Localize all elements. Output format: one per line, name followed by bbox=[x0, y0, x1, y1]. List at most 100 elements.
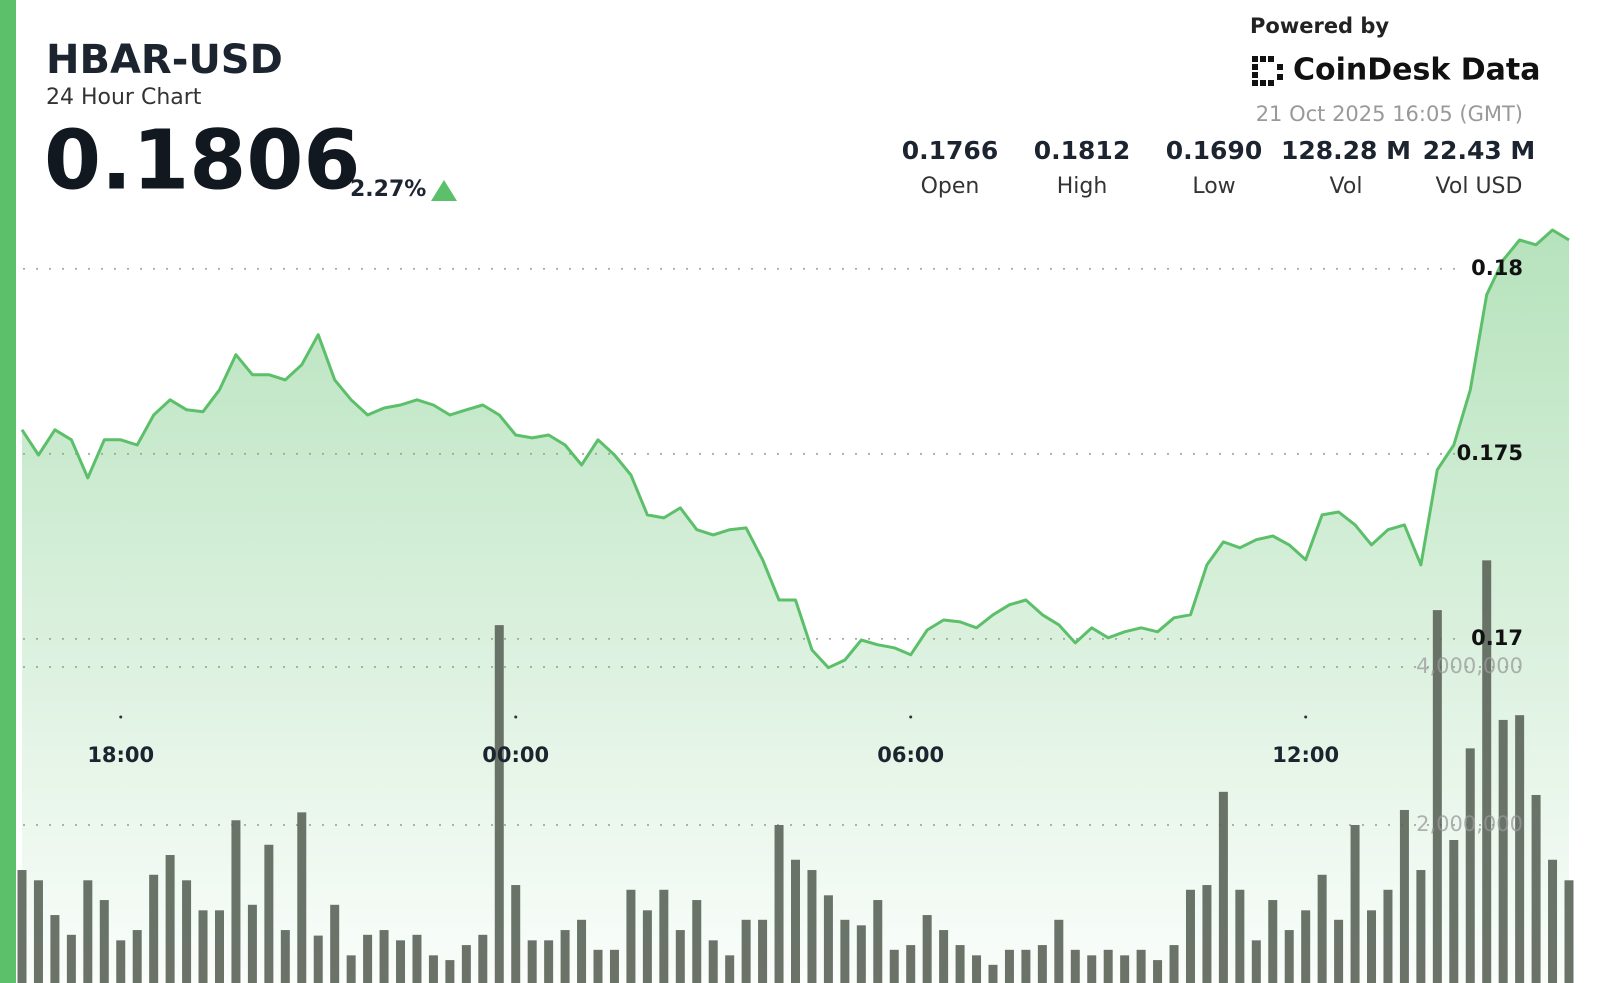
volume-bar bbox=[609, 949, 619, 983]
volume-bar bbox=[379, 930, 389, 983]
volume-bar bbox=[889, 949, 899, 983]
volume-bar bbox=[116, 940, 126, 983]
volume-bar bbox=[1054, 919, 1064, 983]
stat-value: 0.1766 bbox=[902, 136, 998, 165]
volume-bar bbox=[478, 934, 488, 983]
volume-bar bbox=[840, 919, 850, 983]
volume-bar bbox=[1449, 840, 1459, 983]
volume-bar bbox=[264, 844, 274, 983]
volume-bar bbox=[280, 930, 290, 983]
volume-bar bbox=[231, 820, 241, 983]
volume-bar bbox=[1070, 949, 1080, 983]
volume-bar bbox=[856, 925, 866, 983]
volume-bar bbox=[1548, 859, 1558, 983]
volume-bar bbox=[1531, 794, 1541, 983]
symbol-title: HBAR-USD bbox=[46, 37, 283, 83]
volume-bar bbox=[1021, 949, 1031, 983]
stat-value: 22.43 M bbox=[1423, 136, 1536, 165]
volume-bar bbox=[1120, 955, 1130, 983]
volume-bar bbox=[412, 934, 422, 983]
stat-value: 128.28 M bbox=[1281, 136, 1411, 165]
volume-bar bbox=[1515, 715, 1525, 983]
volume-bar bbox=[1268, 900, 1278, 983]
price-line bbox=[20, 228, 1570, 670]
stat-label: Low bbox=[1192, 174, 1235, 199]
stat-value: 0.1690 bbox=[1166, 136, 1262, 165]
volume-bar bbox=[1037, 945, 1047, 983]
volume-bar bbox=[1185, 889, 1195, 983]
volume-bar bbox=[17, 870, 27, 983]
stats: 0.1766 Open 0.1812 High 0.1690 Low 128.2… bbox=[902, 136, 1536, 199]
volume-bar bbox=[132, 930, 142, 983]
volume-bar bbox=[955, 945, 965, 983]
volume-bar bbox=[1399, 809, 1409, 983]
volume-bar bbox=[692, 900, 702, 983]
volume-bar bbox=[642, 910, 652, 983]
volume-bar bbox=[182, 880, 192, 983]
x-tick-label: 00:00 bbox=[482, 743, 549, 767]
volume-bar bbox=[544, 940, 554, 983]
y-tick-label: 0.17 bbox=[1471, 626, 1523, 650]
volume-bar bbox=[1202, 885, 1212, 983]
x-tick-mark bbox=[514, 715, 518, 719]
volume-bar bbox=[972, 955, 982, 983]
y-tick-label: 0.175 bbox=[1457, 441, 1523, 465]
volume-bar bbox=[1153, 960, 1163, 983]
volume-bar bbox=[593, 949, 603, 983]
volume-bar bbox=[527, 940, 537, 983]
y2-tick-label: 2,000,000 bbox=[1416, 812, 1523, 836]
y2-tick-label: 4,000,000 bbox=[1416, 654, 1523, 678]
subtitle: 24 Hour Chart bbox=[46, 85, 202, 110]
volume-bar bbox=[165, 855, 175, 983]
logo-icon bbox=[1252, 56, 1283, 86]
volume-bar bbox=[363, 934, 373, 983]
volume-bar bbox=[1432, 610, 1442, 983]
accent-stripe bbox=[0, 0, 16, 983]
volume-bar bbox=[1136, 949, 1146, 983]
volume-bar bbox=[330, 904, 340, 983]
volume-bar bbox=[1103, 949, 1113, 983]
price-area bbox=[22, 230, 1569, 983]
volume-bar bbox=[758, 919, 768, 983]
brand: CoinDesk Data bbox=[1293, 53, 1541, 88]
x-tick-label: 18:00 bbox=[87, 743, 154, 767]
volume-bar bbox=[1087, 955, 1097, 983]
volume-bar bbox=[346, 955, 356, 983]
volume-bar bbox=[1317, 874, 1327, 983]
volume-bar bbox=[659, 889, 669, 983]
volume-bar bbox=[1004, 949, 1014, 983]
volume-bar bbox=[1367, 910, 1377, 983]
volume-bar bbox=[675, 930, 685, 983]
volume-bar bbox=[725, 955, 735, 983]
x-tick-label: 06:00 bbox=[877, 743, 944, 767]
volume-bar bbox=[50, 915, 60, 983]
volume-bar bbox=[823, 895, 833, 983]
volume-bar bbox=[741, 919, 751, 983]
price: 0.1806 bbox=[44, 113, 360, 208]
volume-bar bbox=[149, 874, 159, 983]
volume-bar bbox=[560, 930, 570, 983]
volume-bar bbox=[1482, 560, 1492, 983]
volume-bar bbox=[1350, 824, 1360, 983]
volume-bar bbox=[708, 940, 718, 983]
x-tick-mark bbox=[1304, 715, 1308, 719]
powered-by: Powered by bbox=[1250, 14, 1389, 38]
volume-bar bbox=[445, 960, 455, 983]
x-tick-mark bbox=[909, 715, 913, 719]
volume-bar bbox=[198, 910, 208, 983]
volume-bar bbox=[494, 625, 504, 983]
volume-bar bbox=[1334, 919, 1344, 983]
volume-bar bbox=[1251, 940, 1261, 983]
volume-bar bbox=[1284, 930, 1294, 983]
volume-bar bbox=[396, 940, 406, 983]
volume-bar bbox=[1416, 870, 1426, 983]
volume-bar bbox=[1465, 748, 1475, 983]
volume-bar bbox=[66, 934, 76, 983]
volume-bar bbox=[297, 812, 307, 983]
volume-bar bbox=[214, 910, 224, 983]
y-tick-label: 0.18 bbox=[1471, 256, 1523, 280]
volume-bar bbox=[1301, 910, 1311, 983]
x-tick-label: 12:00 bbox=[1272, 743, 1339, 767]
